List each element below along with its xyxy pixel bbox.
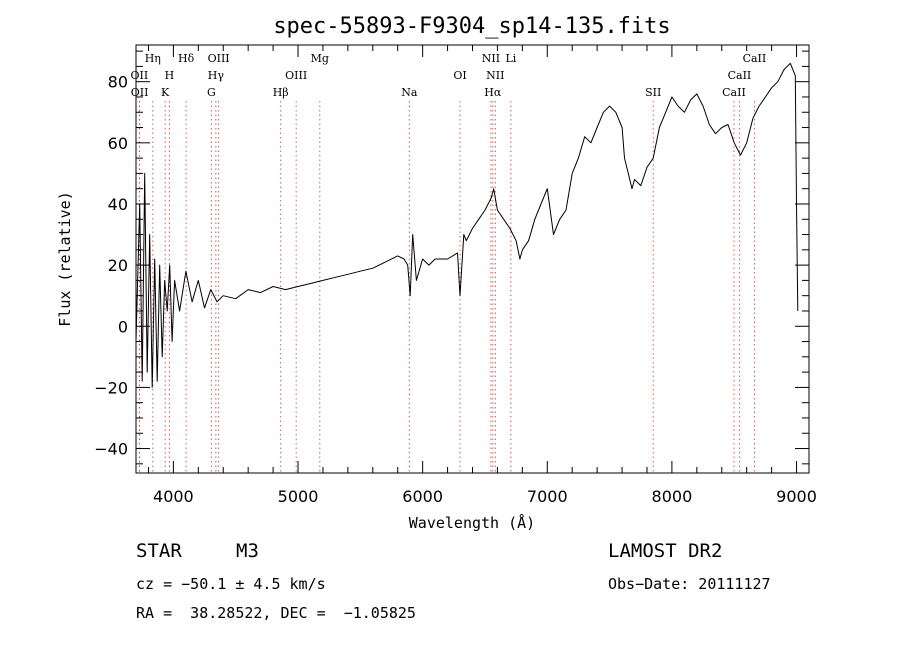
line-marker-label: Hβ: [273, 86, 289, 99]
line-marker-label: Li: [505, 52, 516, 65]
y-tick-label: 0: [118, 317, 128, 336]
line-marker-label: OII: [131, 86, 149, 99]
line-marker-label: CaII: [728, 69, 752, 82]
spectrum-series: [135, 62, 799, 388]
redshift-value: cz = −50.1 ± 4.5 km/s: [136, 575, 326, 593]
line-marker-label: OI: [453, 69, 466, 82]
line-marker-label: Hγ: [208, 69, 225, 82]
y-tick-label: 80: [108, 73, 128, 92]
coordinates: RA = 38.28522, DEC = −1.05825: [136, 604, 416, 622]
line-marker-label: Hα: [484, 86, 502, 99]
x-axis-label: Wavelength (Å): [409, 513, 535, 532]
line-marker-label: G: [207, 86, 216, 99]
spectral-subclass: M3: [236, 540, 259, 562]
y-tick-label: −20: [94, 378, 128, 397]
x-tick-label: 6000: [402, 487, 443, 506]
x-tick-label: 5000: [278, 487, 319, 506]
line-marker-label: CaII: [722, 86, 746, 99]
y-axis-label: Flux (relative): [56, 191, 74, 326]
y-tick-label: 60: [108, 134, 128, 153]
line-marker-label: K: [161, 86, 170, 99]
line-marker-label: OIII: [208, 52, 230, 65]
chart-title: spec-55893-F9304_sp14-135.fits: [273, 14, 670, 39]
y-tick-label: 20: [108, 256, 128, 275]
line-marker-label: Mg: [311, 52, 329, 65]
line-marker-label: H: [165, 69, 175, 82]
line-marker-label: CaII: [743, 52, 767, 65]
y-tick-label: 40: [108, 195, 128, 214]
line-marker-label: NII: [482, 52, 500, 65]
x-tick-label: 4000: [153, 487, 194, 506]
line-marker-label: Hδ: [178, 52, 195, 65]
survey-name: LAMOST DR2: [608, 540, 723, 562]
x-tick-label: 8000: [652, 487, 693, 506]
line-marker-label: OIII: [285, 69, 307, 82]
spectrum-line: [135, 62, 799, 388]
observation-date: Obs−Date: 20111127: [608, 575, 771, 593]
line-marker-label: NII: [486, 69, 504, 82]
plot-frame: [135, 44, 810, 474]
line-marker-label: SII: [645, 86, 661, 99]
object-class: STAR: [136, 540, 182, 562]
x-tick-label: 7000: [527, 487, 568, 506]
line-marker-label: Na: [401, 86, 418, 99]
axis-ticks: 4000 5000 6000 7000 8000 9000 −40 −20 0 20 40 60 80: [94, 45, 817, 506]
x-tick-label: 9000: [776, 487, 817, 506]
y-tick-label: −40: [94, 440, 128, 459]
line-marker-label: Hη: [145, 52, 161, 65]
line-marker-label: OII: [131, 69, 149, 82]
